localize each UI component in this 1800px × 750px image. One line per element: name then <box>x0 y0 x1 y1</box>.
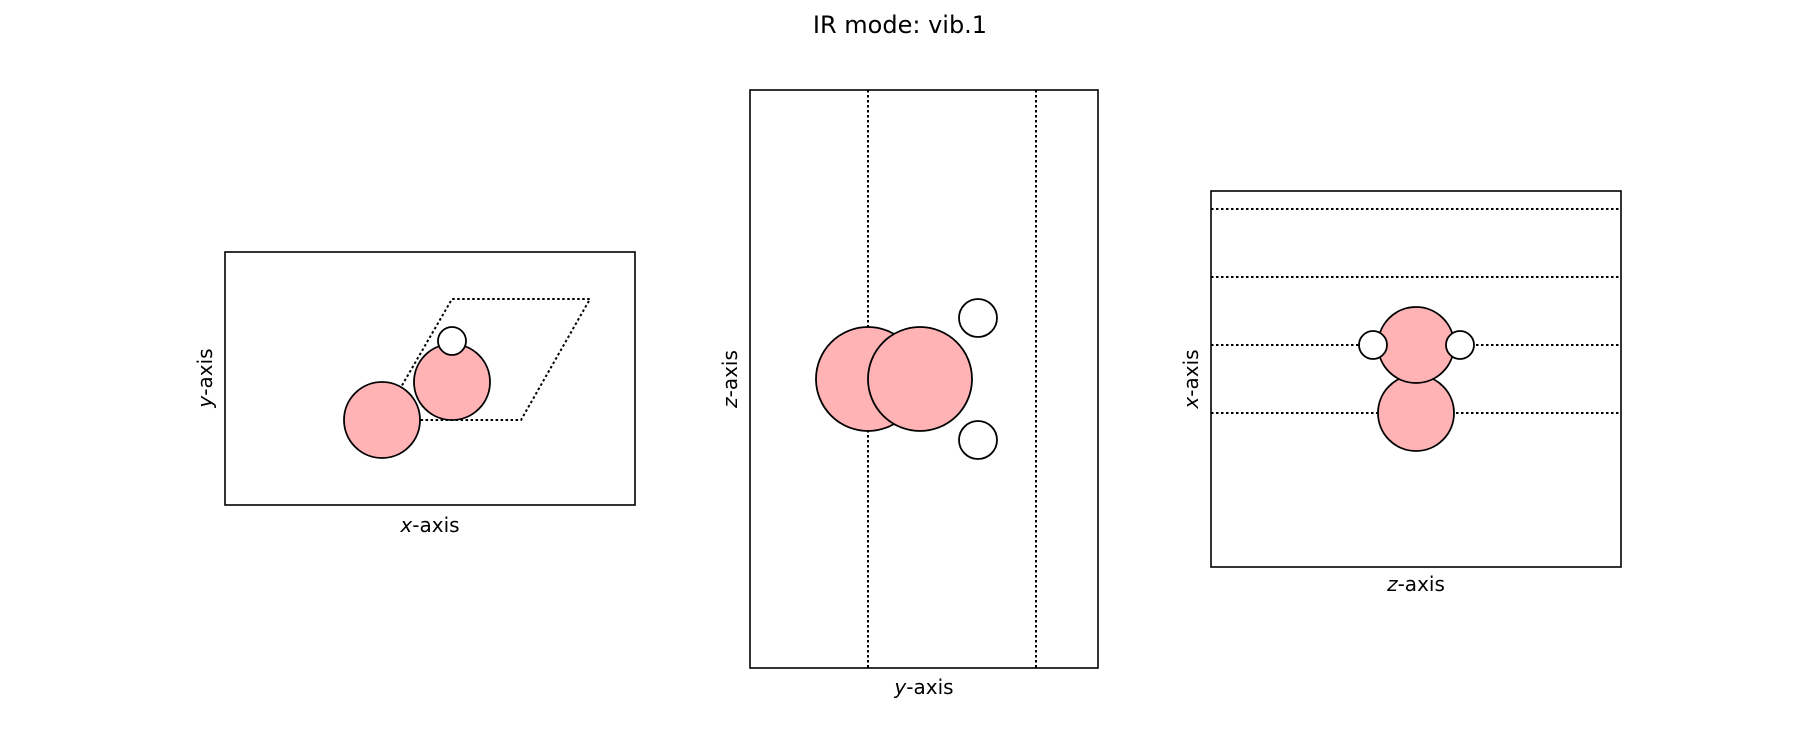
x-axis-label: x-axis <box>399 513 459 537</box>
light-atom <box>1445 330 1475 360</box>
heavy-atom <box>867 326 973 432</box>
panel-xy-frame <box>224 251 636 506</box>
panel-zx: z-axis x-axis <box>1179 190 1622 596</box>
z-axis-label: z-axis <box>1386 572 1445 596</box>
figure-title: IR mode: vib.1 <box>813 11 987 39</box>
y-axis-label: y-axis <box>893 675 953 699</box>
panel-yz-frame <box>749 89 1099 669</box>
light-atom <box>958 298 998 338</box>
light-atom <box>1358 330 1388 360</box>
light-atom <box>958 420 998 460</box>
light-atom <box>437 326 467 356</box>
heavy-atom <box>1377 306 1455 384</box>
panel-yz: y-axis z-axis <box>718 89 1099 699</box>
heavy-atom <box>1377 374 1455 452</box>
y-axis-label: y-axis <box>193 348 217 408</box>
panel-xy: x-axis y-axis <box>193 251 636 537</box>
x-axis-label: x-axis <box>1179 349 1203 409</box>
panel-zx-frame <box>1210 190 1622 568</box>
heavy-atom <box>343 381 421 459</box>
z-axis-label: z-axis <box>718 350 742 409</box>
